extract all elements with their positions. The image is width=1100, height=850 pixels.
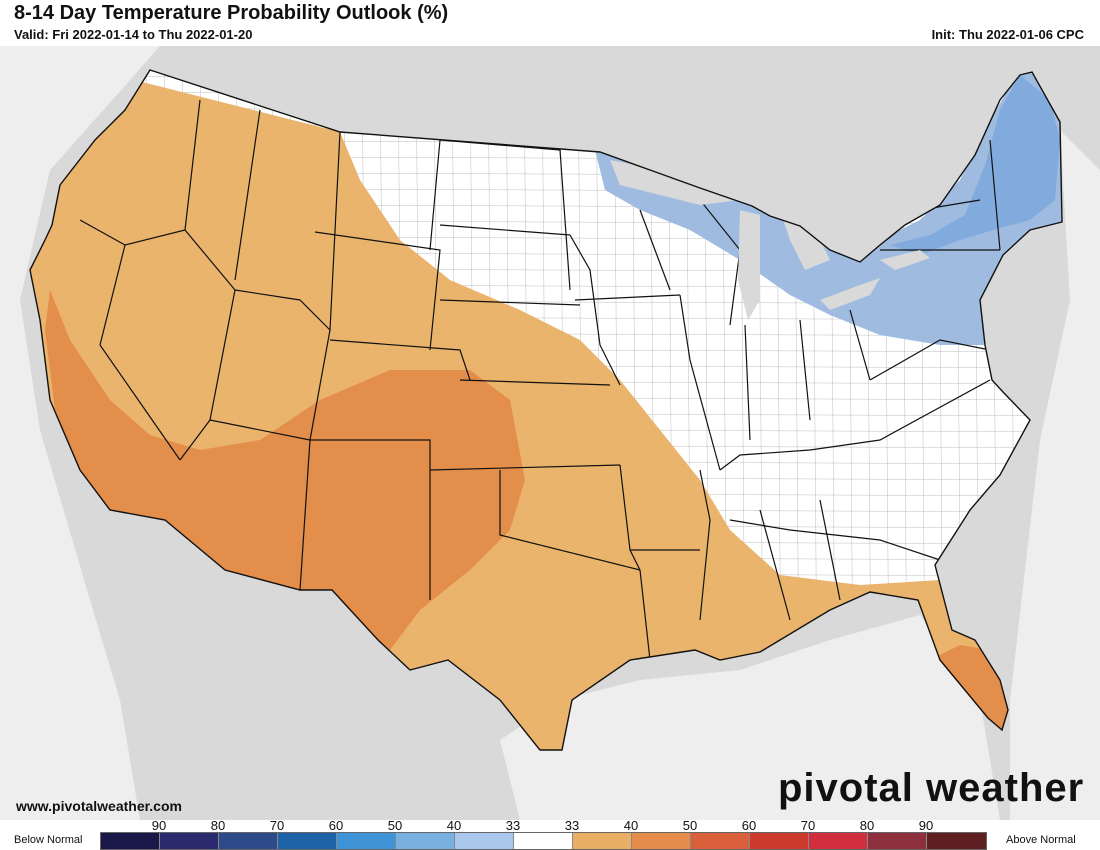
legend-color-bar: [100, 832, 987, 850]
init-time: Init: Thu 2022-01-06 CPC: [931, 27, 1084, 42]
legend-swatch: [455, 833, 514, 849]
legend-swatch: [337, 833, 396, 849]
legend-tick-label: 50: [387, 818, 403, 833]
legend-swatch: [514, 833, 573, 849]
legend-swatch: [868, 833, 927, 849]
state-borders: [79, 99, 1020, 661]
atlantic-ocean: [1010, 130, 1100, 820]
legend-swatch: [160, 833, 219, 849]
legend-below-normal-label: Below Normal: [14, 834, 83, 846]
legend-tick-label: 70: [269, 818, 285, 833]
legend-tick-label: 33: [564, 818, 580, 833]
outlook-map: [0, 46, 1100, 820]
legend-swatch: [278, 833, 337, 849]
legend-tick-label: 90: [918, 818, 934, 833]
legend-swatch: [396, 833, 455, 849]
great-lakes: [610, 160, 930, 320]
legend-tick-label: 33: [505, 818, 521, 833]
legend-swatch: [927, 833, 986, 849]
above-normal-medium-area-florida: [930, 645, 1010, 740]
header: 8-14 Day Temperature Probability Outlook…: [0, 0, 1100, 46]
legend-tick-label: 40: [623, 818, 639, 833]
pivotal-weather-logo: pivotal weather: [778, 766, 1085, 810]
below-normal-light-area: [595, 70, 1062, 345]
legend-swatch: [219, 833, 278, 849]
legend-tick-label: 70: [800, 818, 816, 833]
legend-swatch: [632, 833, 691, 849]
legend-swatch: [691, 833, 750, 849]
legend-swatch: [809, 833, 868, 849]
website-url: www.pivotalweather.com: [16, 798, 182, 814]
legend-tick-label: 40: [446, 818, 462, 833]
legend-tick-label: 60: [741, 818, 757, 833]
legend-tick-label: 60: [328, 818, 344, 833]
legend-tick-label: 50: [682, 818, 698, 833]
legend-above-normal-label: Above Normal: [1006, 834, 1076, 846]
legend-tick-label: 80: [859, 818, 875, 833]
gulf-of-mexico: [500, 615, 1000, 820]
legend-swatch: [101, 833, 160, 849]
below-normal-medium-area: [890, 75, 1060, 255]
map-title: 8-14 Day Temperature Probability Outlook…: [14, 2, 449, 24]
legend-swatch: [750, 833, 809, 849]
legend-swatch: [573, 833, 632, 849]
legend-tick-label: 80: [210, 818, 226, 833]
legend: Below Normal 90 80 70 60 50 40 33 33 40 50 60 70 80 9…: [0, 818, 1100, 850]
above-normal-medium-area-southwest: [45, 290, 525, 650]
legend-tick-label: 90: [151, 818, 167, 833]
pacific-ocean: [0, 46, 160, 820]
valid-period: Valid: Fri 2022-01-14 to Thu 2022-01-20: [14, 27, 253, 42]
